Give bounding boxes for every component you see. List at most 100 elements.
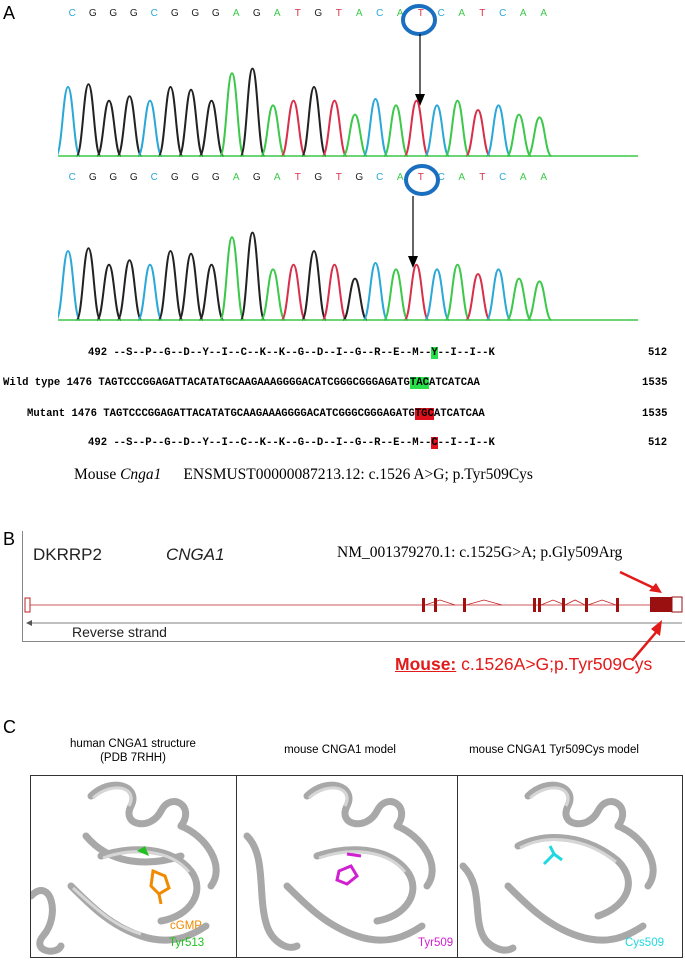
ribbon-structure-mouse — [243, 781, 436, 951]
human-variant-label: NM_001379270.1: c.1525G>A; p.Gly509Arg — [337, 544, 623, 561]
chromatogram-peak — [198, 263, 225, 321]
chromatogram-peak — [321, 263, 348, 321]
base-call: A — [540, 172, 548, 183]
chromatogram-peak — [342, 113, 368, 157]
chromatogram-peak — [280, 263, 307, 321]
chromatogram-wildtype — [58, 67, 638, 157]
codon-highlight-tac: TAC — [409, 377, 429, 389]
label-cys509: Cys509 — [625, 937, 664, 949]
base-call: A — [232, 8, 240, 19]
structure-frame — [30, 775, 683, 958]
base-call: T — [417, 172, 424, 183]
base-call: G — [88, 8, 97, 19]
label-tyr513: Tyr513 — [169, 937, 205, 949]
panel-b-letter: B — [3, 529, 16, 549]
chromatogram-peak — [383, 104, 409, 157]
chromatogram-peak — [219, 236, 245, 321]
chromatogram-peak — [526, 280, 553, 321]
gene-track — [24, 570, 683, 660]
mouse-variant-label: Mouse: c.1526A>G;p.Tyr509Cys — [395, 654, 653, 674]
base-call: A — [232, 172, 240, 183]
base-call: T — [335, 8, 342, 19]
chromatogram-peak — [362, 97, 389, 157]
chromatogram-peak — [526, 116, 553, 157]
aa-row-wildtype: 492 --S--P--G--D--Y--I--C--K--K--G--D--I… — [88, 347, 495, 359]
chromatogram-peak — [465, 272, 491, 321]
base-call: G — [252, 8, 261, 19]
nt-end-mutant: 1535 — [642, 408, 668, 420]
panel-a-caption: Mouse Cnga1 ENSMUST00000087213.12: c.1526… — [74, 466, 533, 483]
base-call: G — [129, 172, 138, 183]
base-call: G — [314, 172, 323, 183]
aa-highlight-tyr: Y — [431, 347, 438, 359]
base-call: G — [211, 8, 220, 19]
chromatogram-peak — [116, 259, 143, 321]
structure-divider-1 — [236, 775, 237, 957]
base-call: C — [437, 8, 445, 19]
aa-highlight-cys: C — [431, 437, 438, 449]
base-call: A — [519, 172, 527, 183]
base-call: A — [396, 172, 404, 183]
base-call: T — [294, 172, 301, 183]
blue-circle-mutant — [404, 164, 440, 196]
base-call: A — [355, 8, 363, 19]
chromatogram-peak — [239, 231, 266, 321]
base-call: C — [499, 172, 507, 183]
chromatogram-peak — [403, 99, 430, 157]
base-call: A — [273, 172, 281, 183]
base-call: G — [129, 8, 138, 19]
chromatogram-peak — [157, 85, 184, 157]
chromatogram-peak — [301, 85, 327, 157]
base-call: G — [109, 8, 118, 19]
chromatogram-peak — [301, 249, 327, 321]
chromatogram-peak — [178, 252, 204, 321]
panel-c-letter: C — [3, 717, 16, 737]
base-call: A — [540, 8, 548, 19]
chromatogram-peak — [116, 95, 143, 157]
base-call: G — [355, 172, 364, 183]
chromatogram-peak — [362, 261, 389, 321]
chromatogram-peak — [424, 268, 450, 321]
base-call: T — [294, 8, 301, 19]
nt-end-wildtype: 1535 — [642, 377, 668, 389]
aa-end-wildtype: 512 — [648, 347, 668, 359]
blue-circle-wildtype — [401, 4, 437, 36]
base-call: G — [314, 8, 323, 19]
codon-highlight-tgc: TGC — [414, 408, 434, 420]
label-cgmp: cGMP — [170, 920, 202, 932]
base-call: C — [150, 8, 158, 19]
gene-browser-frame — [22, 531, 685, 642]
chromatogram-peak — [260, 104, 286, 157]
chromatogram-peak — [219, 72, 245, 157]
chromatogram-peak — [444, 99, 471, 157]
chromatogram-peak — [485, 268, 512, 321]
chromatogram-peak — [403, 263, 430, 321]
panel-a-letter: A — [3, 3, 16, 23]
chromatogram-peak — [342, 277, 368, 321]
chromatogram-peak — [485, 104, 512, 157]
strand-label: Reverse strand — [72, 624, 167, 640]
chromatogram-mutant — [58, 231, 638, 321]
structure-divider-2 — [457, 775, 458, 957]
base-call: C — [68, 172, 76, 183]
base-call: T — [479, 8, 486, 19]
base-call: A — [273, 8, 281, 19]
structure-title-human: human CNGA1 structure (PDB 7RHH) — [70, 738, 196, 764]
base-call: C — [437, 172, 445, 183]
chromatogram-peak — [157, 249, 184, 321]
chromatogram-peak — [465, 108, 491, 157]
chromatogram-peak — [75, 83, 102, 157]
gene-label: CNGA1 — [166, 545, 225, 564]
base-call: G — [88, 172, 97, 183]
chromatogram-peak — [198, 99, 225, 157]
chromatogram-peak — [506, 113, 532, 157]
aa-end-mutant: 512 — [648, 437, 668, 449]
chromatogram-peak — [260, 268, 286, 321]
chromatogram-peak — [383, 268, 409, 321]
chromatogram-peak — [58, 249, 81, 321]
chromatogram-peak — [58, 85, 81, 157]
chromatogram-peak — [96, 99, 122, 157]
chromatogram-peak — [506, 277, 532, 321]
base-call: T — [479, 172, 486, 183]
